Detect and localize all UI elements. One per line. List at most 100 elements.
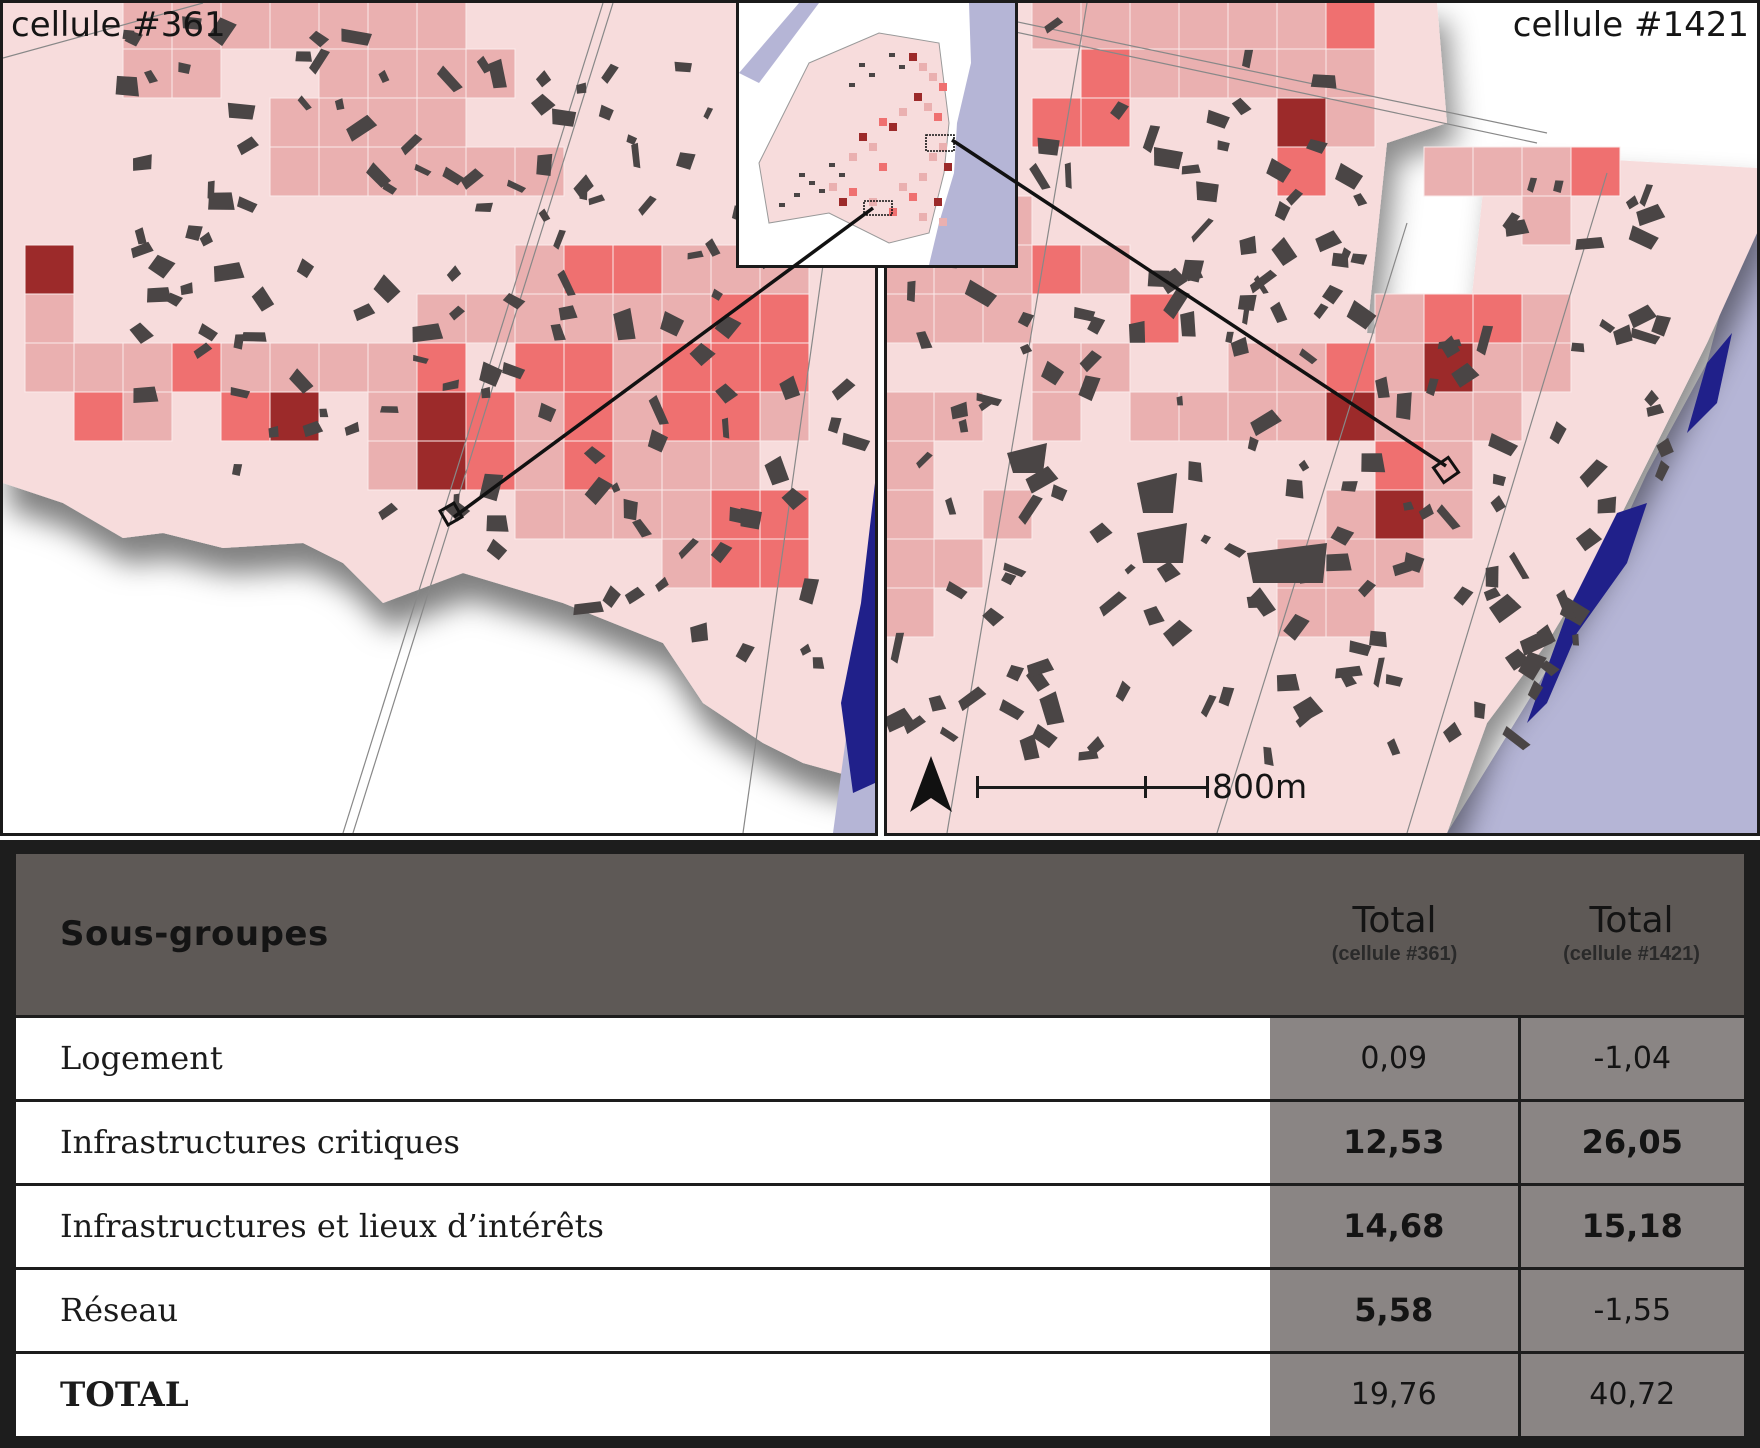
overview-building xyxy=(819,189,825,193)
grid-cell xyxy=(514,342,565,393)
road-line xyxy=(916,10,1538,144)
row-value-1421: 15,18 xyxy=(1517,1182,1744,1268)
overview-building xyxy=(829,163,835,167)
building xyxy=(655,576,669,592)
grid-cell xyxy=(416,97,467,148)
building xyxy=(1651,315,1671,337)
building xyxy=(1001,572,1017,586)
building xyxy=(296,258,315,279)
building xyxy=(1474,701,1486,719)
building xyxy=(1655,460,1670,482)
building xyxy=(601,63,619,84)
scale-tick xyxy=(1144,776,1147,798)
water-body xyxy=(833,483,875,833)
building xyxy=(1263,746,1274,766)
grid-cell xyxy=(933,538,984,589)
building xyxy=(1099,591,1127,617)
row-name: Logement xyxy=(16,1014,1270,1100)
water-body xyxy=(1447,173,1757,833)
grid-cell xyxy=(269,97,320,148)
overview-building xyxy=(849,83,855,87)
building xyxy=(1147,270,1172,288)
building xyxy=(1128,320,1146,343)
grid-cell xyxy=(1080,3,1131,50)
building xyxy=(319,408,329,418)
grid-cell xyxy=(24,293,75,344)
building xyxy=(476,55,492,74)
building xyxy=(230,387,251,399)
grid-cell xyxy=(1423,440,1474,491)
river-edge xyxy=(1687,333,1732,433)
grid-cell xyxy=(1325,97,1376,148)
building xyxy=(530,93,556,116)
building xyxy=(185,225,203,241)
building xyxy=(474,202,493,212)
grid-cell xyxy=(1521,195,1572,246)
grid-cell xyxy=(1276,391,1327,442)
overview-cell xyxy=(839,198,847,206)
row-name: TOTAL xyxy=(16,1350,1270,1436)
building xyxy=(703,107,714,120)
overview-cell xyxy=(939,218,947,226)
building xyxy=(904,715,926,735)
grid-cell xyxy=(710,342,761,393)
header-subgroups: Sous-groupes xyxy=(16,854,1270,1016)
building xyxy=(295,51,312,62)
overview-cell xyxy=(859,133,867,141)
overview-cell xyxy=(889,208,897,216)
building xyxy=(1331,252,1349,268)
building xyxy=(999,699,1025,721)
building xyxy=(1631,327,1661,345)
grid-cell xyxy=(220,391,271,442)
grid-cell xyxy=(73,391,124,442)
building xyxy=(1180,311,1196,337)
building xyxy=(344,421,360,436)
building xyxy=(631,142,641,169)
cell-label-right: cellule #1421 xyxy=(1512,5,1749,45)
building xyxy=(1527,680,1544,701)
overview-cell xyxy=(829,183,837,191)
grid-cell xyxy=(1031,391,1082,442)
overview-cell xyxy=(929,153,937,161)
north-arrow-icon xyxy=(910,756,952,812)
grid-cell xyxy=(367,342,418,393)
row-value-361: 14,68 xyxy=(1270,1182,1519,1268)
row-value-361: 12,53 xyxy=(1270,1098,1519,1184)
building xyxy=(1249,587,1276,617)
building xyxy=(460,168,484,190)
building xyxy=(486,515,509,532)
grid-cell xyxy=(1178,3,1229,50)
building xyxy=(1051,484,1068,502)
grid-cell xyxy=(1276,97,1327,148)
building xyxy=(308,30,330,48)
building xyxy=(735,643,755,663)
grid-cell xyxy=(661,244,712,295)
building xyxy=(907,280,916,303)
building xyxy=(916,331,933,349)
scale-tick xyxy=(976,776,979,798)
overview-building xyxy=(809,181,815,185)
grid-cell xyxy=(416,342,467,393)
grid-cell xyxy=(612,244,663,295)
building xyxy=(1509,551,1530,580)
grid-cell xyxy=(887,391,935,442)
grid-cell xyxy=(1129,48,1180,99)
grid-cell xyxy=(1325,3,1376,50)
building xyxy=(1276,673,1300,692)
building xyxy=(334,98,345,111)
overview-cell xyxy=(919,213,927,221)
building xyxy=(297,95,312,111)
overview-cell xyxy=(924,103,932,111)
building xyxy=(1200,534,1211,545)
building xyxy=(602,585,621,608)
grid-cell xyxy=(982,489,1033,540)
overview-building xyxy=(799,173,805,177)
building xyxy=(1483,587,1501,602)
building xyxy=(1326,553,1352,572)
grid-cell xyxy=(318,342,369,393)
building xyxy=(199,231,213,247)
building xyxy=(373,274,401,304)
building xyxy=(1489,593,1522,624)
grid-cell xyxy=(1276,48,1327,99)
table-row-total: TOTAL 19,76 40,72 xyxy=(16,1350,1744,1436)
